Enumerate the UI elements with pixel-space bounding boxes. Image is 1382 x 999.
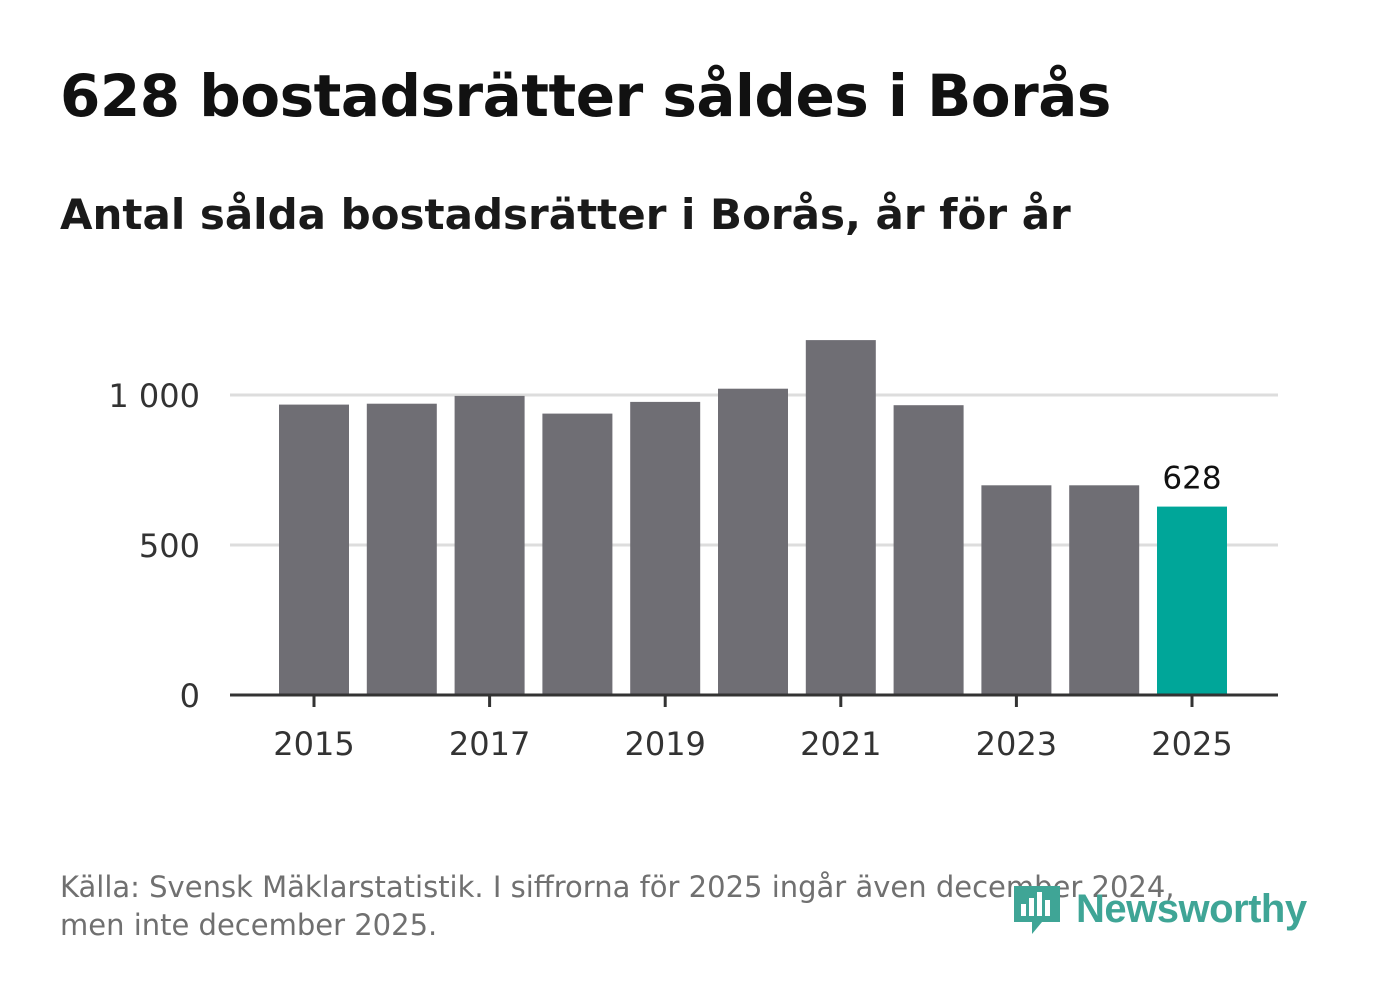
x-tick-label: 2019 xyxy=(624,725,705,763)
bar-2021 xyxy=(805,340,876,695)
chart-title: 628 bostadsrätter såldes i Borås xyxy=(60,62,1111,130)
y-tick-label: 1 000 xyxy=(108,377,200,415)
x-tick-label: 2025 xyxy=(1151,725,1232,763)
source-line-1: Källa: Svensk Mäklarstatistik. I siffror… xyxy=(60,870,1175,904)
bar-2019 xyxy=(630,401,701,695)
data-label: 628 xyxy=(1162,461,1221,497)
source-line-2: men inte december 2025. xyxy=(60,908,438,942)
bar-2017 xyxy=(454,395,525,695)
x-tick-label: 2017 xyxy=(449,725,530,763)
x-tick-label: 2023 xyxy=(976,725,1057,763)
bar-2018 xyxy=(542,413,613,695)
bar-2015 xyxy=(279,404,349,695)
newsworthy-logo: Newsworthy xyxy=(1010,878,1307,940)
y-tick-label: 0 xyxy=(180,677,200,715)
bar-2025 xyxy=(1157,506,1227,695)
bar-2022 xyxy=(893,405,964,695)
bar-2023 xyxy=(981,485,1052,695)
y-tick-label: 500 xyxy=(139,527,200,565)
x-tick-label: 2015 xyxy=(273,725,354,763)
x-tick-label: 2021 xyxy=(800,725,881,763)
source-note: Källa: Svensk Mäklarstatistik. I siffror… xyxy=(60,868,1175,944)
bar-2024 xyxy=(1069,485,1140,695)
chart-subtitle: Antal sålda bostadsrätter i Borås, år fö… xyxy=(60,190,1071,239)
bar-chart-speech-bubble-icon xyxy=(1014,886,1060,934)
bar-2020 xyxy=(718,388,788,695)
brand-name: Newsworthy xyxy=(1076,886,1307,931)
bar-2016 xyxy=(366,403,437,695)
